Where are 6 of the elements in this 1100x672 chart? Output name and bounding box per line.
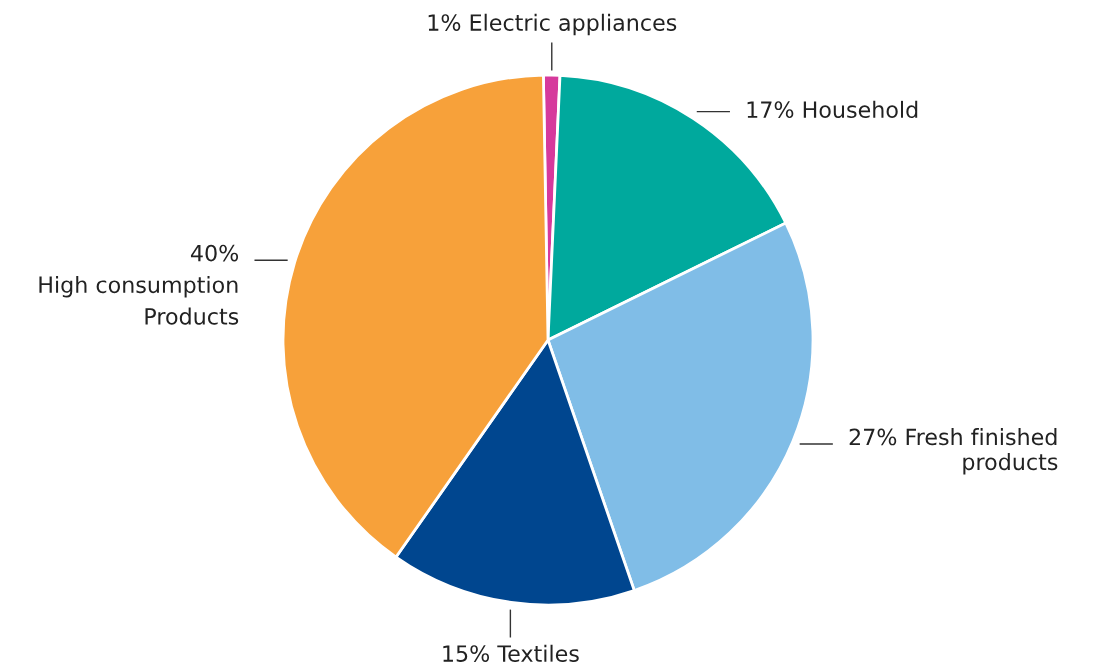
- data-label: 40%: [190, 244, 239, 262]
- slice-label: 1% Electric appliances: [428, 13, 677, 36]
- slice-label: 17% Household: [747, 100, 918, 119]
- slice-label: High consumption Products: [39, 275, 239, 325]
- slice-label: 27% Fresh finished products: [849, 428, 1058, 475]
- slice-label: 15% Textiles: [443, 644, 579, 662]
